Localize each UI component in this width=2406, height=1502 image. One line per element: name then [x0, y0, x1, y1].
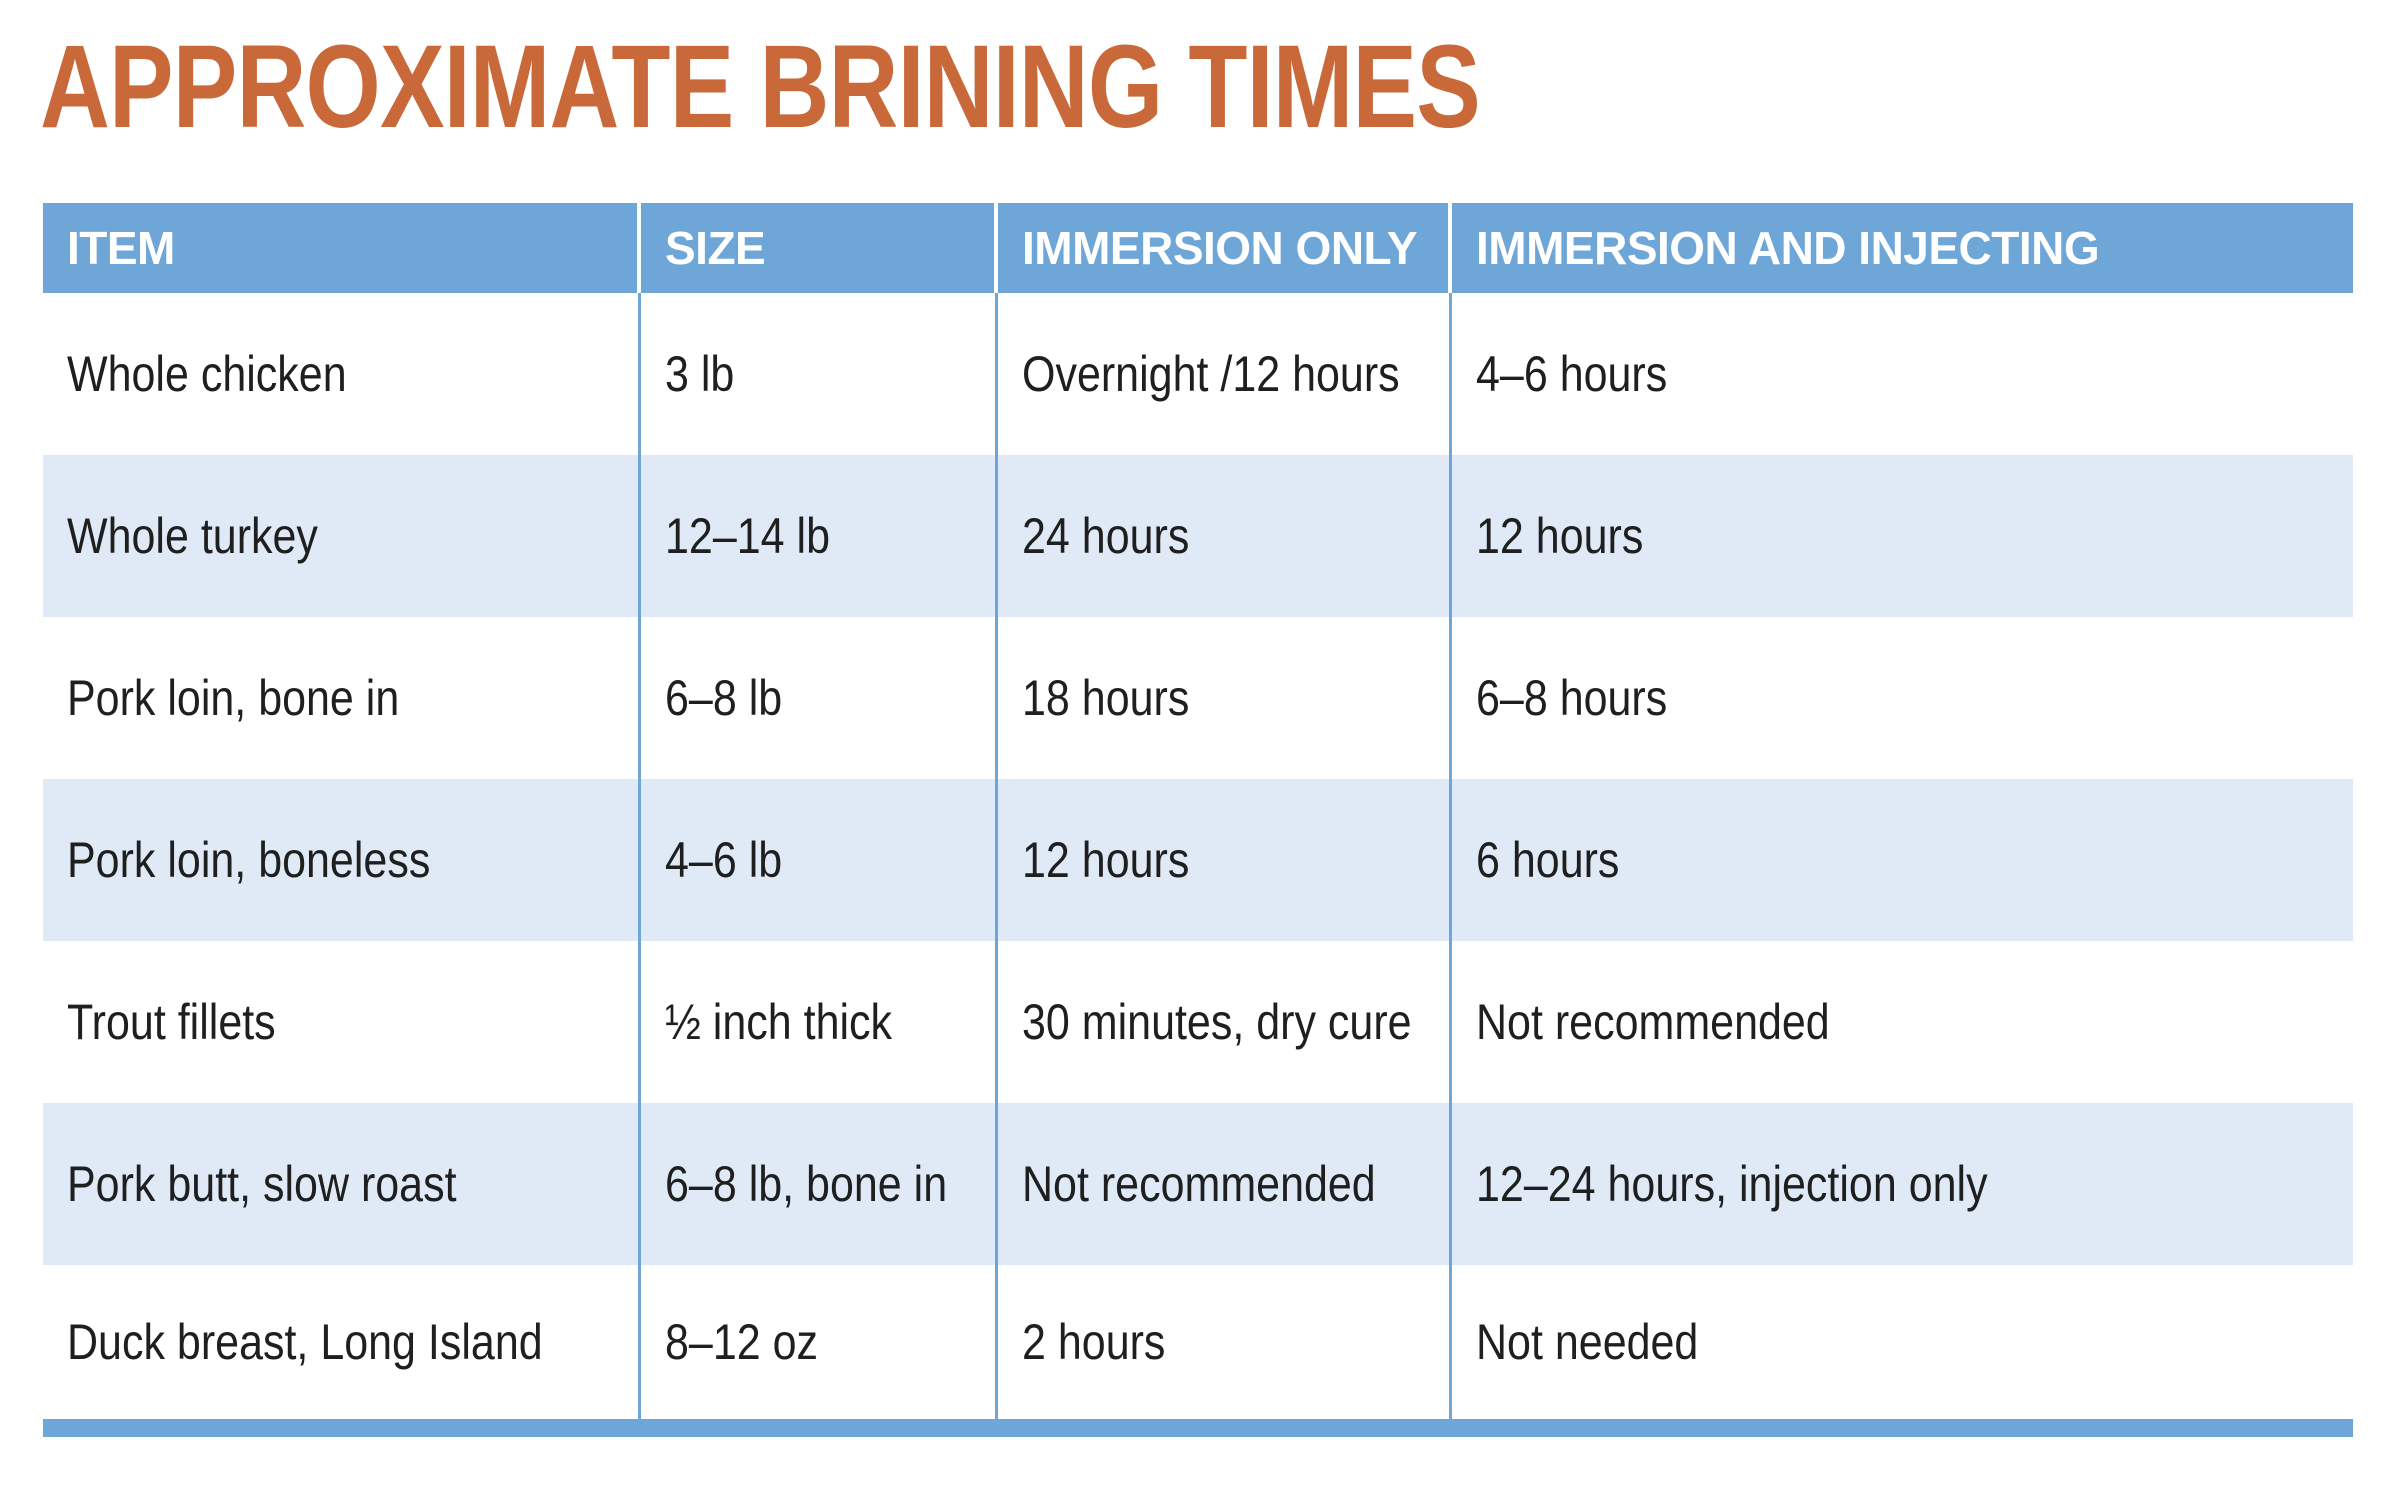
page-title: APPROXIMATE BRINING TIMES — [40, 21, 1481, 153]
cell-size: 12–14 lb — [637, 455, 996, 617]
cell-immersion-only: 30 minutes, dry cure — [994, 941, 1450, 1103]
brining-times-table: ITEM SIZE IMMERSION ONLY IMMERSION AND I… — [43, 203, 2353, 1419]
cell-item: Whole chicken — [67, 346, 347, 402]
cell-immersion-only: Not recommended — [994, 1103, 1450, 1265]
table-header: ITEM SIZE IMMERSION ONLY IMMERSION AND I… — [43, 203, 2353, 293]
cell-immersion-only: 12 hours — [994, 779, 1450, 941]
cell-immersion-and-injecting: 6 hours — [1448, 779, 2353, 941]
column-header-immersion-only: IMMERSION ONLY — [994, 203, 1450, 293]
cell-immersion-and-injecting: 12 hours — [1448, 455, 2353, 617]
cell-item: Trout fillets — [67, 994, 276, 1050]
cell-item: Pork loin, bone in — [67, 670, 400, 726]
cell-immersion-and-injecting: Not needed — [1448, 1265, 2353, 1419]
cell-size: 8–12 oz — [637, 1265, 996, 1419]
column-header-item: ITEM — [43, 203, 639, 293]
header-row: ITEM SIZE IMMERSION ONLY IMMERSION AND I… — [43, 203, 2353, 293]
cell-immersion-and-injecting: 12–24 hours, injection only — [1448, 1103, 2353, 1265]
cell-item: Whole turkey — [43, 455, 639, 617]
cell-size: 6–8 lb, bone in — [637, 1103, 996, 1265]
cell-item: Pork loin, boneless — [43, 779, 639, 941]
cell-immersion-only: Overnight /12 hours — [994, 293, 1450, 455]
table-row: Pork loin, bone in 6–8 lb 18 hours 6–8 h… — [43, 617, 2353, 779]
cell-size: 6–8 lb — [637, 617, 996, 779]
cell-immersion-and-injecting: 6–8 hours — [1448, 617, 2353, 779]
table-row: Whole turkey 12–14 lb 24 hours 12 hours — [43, 455, 2353, 617]
cell-immersion-only: 18 hours — [994, 617, 1450, 779]
table-row: Trout fillets ½ inch thick 30 minutes, d… — [43, 941, 2353, 1103]
cell-immersion-only: 24 hours — [994, 455, 1450, 617]
table-row: Pork loin, boneless 4–6 lb 12 hours 6 ho… — [43, 779, 2353, 941]
table-row: Whole chicken 3 lb Overnight /12 hours 4… — [43, 293, 2353, 455]
cell-size: 4–6 lb — [637, 779, 996, 941]
cell-immersion-and-injecting: 4–6 hours — [1448, 293, 2353, 455]
table-row: Duck breast, Long Island 8–12 oz 2 hours… — [43, 1265, 2353, 1419]
cell-immersion-only: 2 hours — [994, 1265, 1450, 1419]
cell-item: Duck breast, Long Island — [67, 1314, 543, 1370]
column-header-immersion-and-injecting: IMMERSION AND INJECTING — [1448, 203, 2353, 293]
column-header-size: SIZE — [637, 203, 996, 293]
table-row: Pork butt, slow roast 6–8 lb, bone in No… — [43, 1103, 2353, 1265]
cell-item: Pork butt, slow roast — [43, 1103, 639, 1265]
table-bottom-rule — [43, 1419, 2353, 1437]
cell-immersion-and-injecting: Not recommended — [1448, 941, 2353, 1103]
table-body: Whole chicken 3 lb Overnight /12 hours 4… — [43, 293, 2353, 1419]
cell-size: ½ inch thick — [637, 941, 996, 1103]
brining-table-container: ITEM SIZE IMMERSION ONLY IMMERSION AND I… — [43, 203, 2353, 1437]
cell-size: 3 lb — [637, 293, 996, 455]
